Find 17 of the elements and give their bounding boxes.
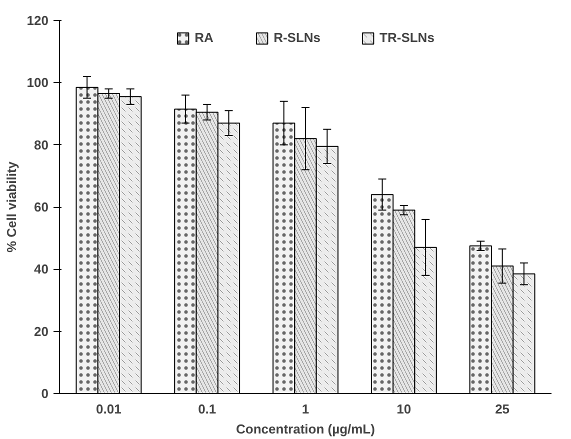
legend-label: RA <box>194 30 214 45</box>
y-tick-label: 20 <box>34 324 49 339</box>
legend-label: R-SLNs <box>274 30 321 45</box>
y-tick-label: 100 <box>26 75 49 90</box>
x-tick-label: 10 <box>396 402 412 416</box>
x-tick-label: 1 <box>302 402 310 416</box>
y-tick-label: 60 <box>34 200 49 214</box>
y-tick-label: 40 <box>34 262 49 277</box>
legend-label: TR-SLNs <box>380 30 434 45</box>
x-tick-label: 0.01 <box>96 402 122 416</box>
y-tick-label: 0 <box>41 386 49 401</box>
x-tick-label: 25 <box>495 402 510 416</box>
x-tick-label: 0.1 <box>198 402 216 416</box>
x-axis-title: Concentration (µg/mL) <box>236 422 375 436</box>
y-axis-title: % Cell viability <box>4 160 19 253</box>
y-tick-label: 120 <box>26 13 49 28</box>
y-tick-label: 80 <box>34 137 49 152</box>
